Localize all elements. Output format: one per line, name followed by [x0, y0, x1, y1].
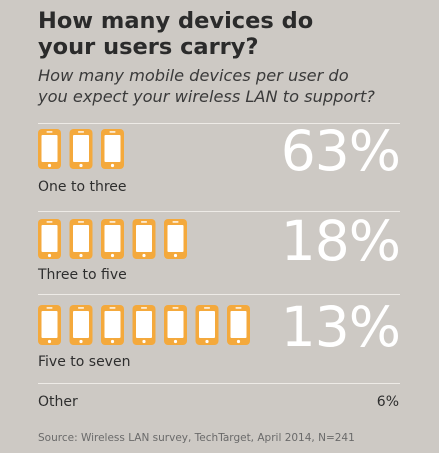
other-percent: 6% — [376, 394, 399, 410]
mobile-phone-icon — [195, 305, 219, 345]
mobile-phone-icon — [227, 305, 250, 345]
row-three-to-five: Three to five 18% — [0, 209, 439, 298]
row-five-to-seven: Five to seven 13% — [0, 295, 439, 381]
divider — [38, 211, 400, 212]
mobile-phone-icon — [101, 305, 124, 345]
row-percent: 18% — [280, 209, 401, 273]
phone-icons-row — [38, 129, 124, 169]
divider — [38, 383, 400, 384]
mobile-phone-icon — [69, 129, 93, 169]
mobile-phone-icon — [164, 305, 187, 345]
phone-icons-row — [38, 219, 187, 259]
mobile-phone-icon — [132, 305, 156, 345]
row-percent: 63% — [280, 119, 401, 183]
divider — [38, 123, 400, 124]
row-label: Five to seven — [38, 354, 131, 370]
chart-title: How many devices do your users carry? — [38, 8, 314, 60]
source-note: Source: Wireless LAN survey, TechTarget,… — [38, 432, 355, 444]
mobile-phone-icon — [101, 219, 124, 259]
mobile-phone-icon — [132, 219, 156, 259]
mobile-phone-icon — [38, 219, 61, 259]
row-percent: 13% — [280, 295, 401, 359]
chart-subtitle: How many mobile devices per user do you … — [38, 66, 375, 106]
mobile-phone-icon — [164, 219, 187, 259]
mobile-phone-icon — [38, 129, 61, 169]
mobile-phone-icon — [101, 129, 124, 169]
row-label: Three to five — [38, 267, 127, 283]
row-label: One to three — [38, 179, 127, 195]
phone-icons-row — [38, 305, 250, 345]
row-one-to-three: One to three 63% — [0, 119, 439, 210]
other-label: Other — [38, 394, 78, 410]
mobile-phone-icon — [69, 305, 93, 345]
divider — [38, 294, 400, 295]
mobile-phone-icon — [38, 305, 61, 345]
mobile-phone-icon — [69, 219, 93, 259]
